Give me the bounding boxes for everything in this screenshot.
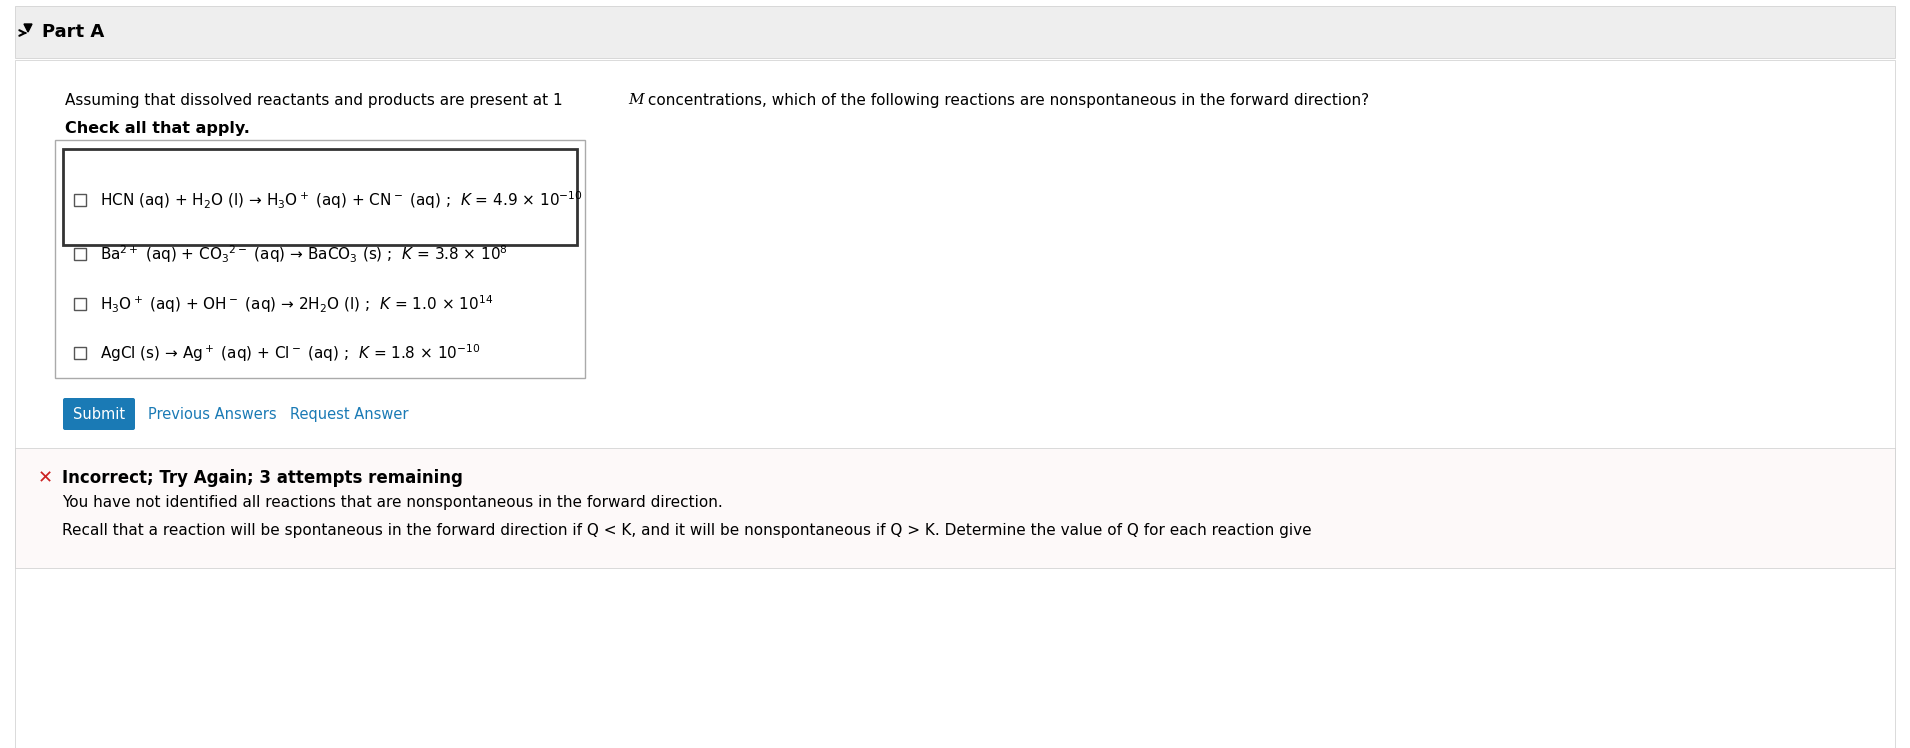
Text: Submit: Submit — [73, 406, 124, 422]
Text: HCN (aq) + H$_2$O (l) → H$_3$O$^+$ (aq) + CN$^-$ (aq) ;  $K$ = 4.9 × 10$^{-10}$: HCN (aq) + H$_2$O (l) → H$_3$O$^+$ (aq) … — [99, 189, 583, 211]
FancyBboxPatch shape — [74, 194, 86, 206]
Text: You have not identified all reactions that are nonspontaneous in the forward dir: You have not identified all reactions th… — [61, 495, 722, 510]
FancyBboxPatch shape — [63, 149, 577, 245]
Text: Previous Answers: Previous Answers — [147, 406, 277, 422]
FancyBboxPatch shape — [15, 60, 1895, 748]
Text: ✕: ✕ — [38, 469, 53, 487]
FancyBboxPatch shape — [74, 347, 86, 359]
Text: Recall that a reaction will be spontaneous in the forward direction if Q < K, an: Recall that a reaction will be spontaneo… — [61, 523, 1312, 538]
Text: H$_3$O$^+$ (aq) + OH$^-$ (aq) → 2H$_2$O (l) ;  $K$ = 1.0 × 10$^{14}$: H$_3$O$^+$ (aq) + OH$^-$ (aq) → 2H$_2$O … — [99, 293, 493, 315]
Polygon shape — [25, 24, 32, 32]
FancyBboxPatch shape — [55, 140, 584, 378]
Text: concentrations, which of the following reactions are nonspontaneous in the forwa: concentrations, which of the following r… — [644, 93, 1369, 108]
Text: Check all that apply.: Check all that apply. — [65, 120, 250, 135]
FancyBboxPatch shape — [74, 298, 86, 310]
FancyBboxPatch shape — [74, 248, 86, 260]
Text: M: M — [628, 93, 644, 107]
Text: Request Answer: Request Answer — [290, 406, 409, 422]
Text: AgCl (s) → Ag$^+$ (aq) + Cl$^-$ (aq) ;  $K$ = 1.8 × 10$^{-10}$: AgCl (s) → Ag$^+$ (aq) + Cl$^-$ (aq) ; $… — [99, 342, 481, 364]
Text: Incorrect; Try Again; 3 attempts remaining: Incorrect; Try Again; 3 attempts remaini… — [61, 469, 462, 487]
FancyBboxPatch shape — [15, 448, 1895, 568]
Text: Ba$^{2+}$ (aq) + CO$_3$$^{2-}$ (aq) → BaCO$_3$ (s) ;  $K$ = 3.8 × 10$^{8}$: Ba$^{2+}$ (aq) + CO$_3$$^{2-}$ (aq) → Ba… — [99, 243, 508, 265]
FancyBboxPatch shape — [63, 398, 136, 430]
Text: Part A: Part A — [42, 23, 105, 41]
Text: Assuming that dissolved reactants and products are present at 1: Assuming that dissolved reactants and pr… — [65, 93, 567, 108]
FancyBboxPatch shape — [15, 6, 1895, 58]
